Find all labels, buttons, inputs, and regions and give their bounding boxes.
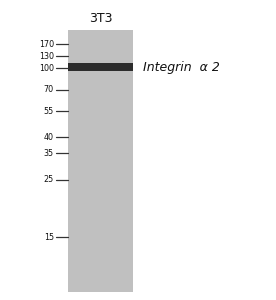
Text: 100: 100: [39, 64, 54, 73]
Bar: [68, 63, 133, 71]
Text: 3T3: 3T3: [89, 11, 112, 25]
Text: 25: 25: [44, 176, 54, 184]
Text: 130: 130: [39, 52, 54, 61]
Text: 55: 55: [44, 106, 54, 116]
Text: 70: 70: [44, 85, 54, 94]
Text: 40: 40: [44, 133, 54, 142]
Text: Integrin  α 2: Integrin α 2: [143, 61, 220, 74]
Text: 170: 170: [39, 40, 54, 49]
Text: 35: 35: [44, 148, 54, 158]
Bar: [68, 30, 133, 292]
Text: 15: 15: [44, 232, 54, 242]
